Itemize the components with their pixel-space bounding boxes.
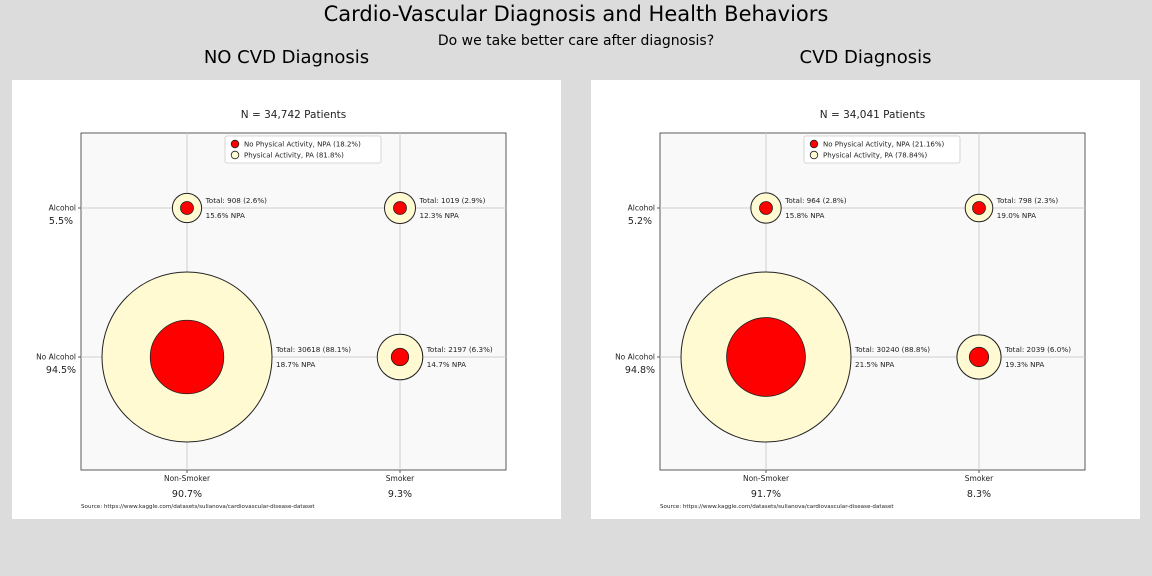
y-tick-label: Alcohol (49, 204, 76, 213)
bubble-npa (390, 347, 410, 367)
x-tick-label: Non-Smoker (743, 474, 790, 483)
chart-title: N = 34,742 Patients (241, 109, 346, 121)
chart-svg: N = 34,742 Patients No Physical Activity,… (36, 109, 507, 510)
y-share-label: 94.5% (46, 365, 76, 376)
bubble-total-label: Total: 1019 (2.9%) (419, 196, 486, 205)
y-share-label: 5.5% (49, 216, 73, 227)
bubble-total-label: Total: 798 (2.3%) (996, 196, 1059, 205)
legend: No Physical Activity, NPA (21.16%) Physic… (803, 135, 961, 164)
bubble-npa-label: 21.5% NPA (855, 360, 894, 369)
figure-subtitle: Do we take better care after diagnosis? (437, 33, 715, 49)
bubble-npa (972, 201, 986, 215)
bubble-total-label: Total: 964 (2.8%) (784, 196, 847, 205)
y-share-label: 94.8% (625, 365, 655, 376)
bubble-npa-label: 18.7% NPA (276, 360, 315, 369)
bubble-npa (393, 201, 407, 215)
x-share-label: 8.3% (967, 489, 991, 500)
chart-panel-no-cvd: N = 34,742 Patients No Physical Activity,… (12, 80, 561, 519)
panel-title-cvd: CVD Diagnosis (799, 47, 932, 68)
bubble-npa (759, 201, 773, 215)
bubble-npa-label: 15.8% NPA (785, 211, 824, 220)
legend-label: Physical Activity, PA (78.84%) (823, 152, 928, 160)
bubble-npa (968, 346, 990, 368)
legend: No Physical Activity, NPA (18.2%) Physica… (224, 135, 382, 164)
y-tick-label: Alcohol (628, 204, 655, 213)
bubble-npa (180, 201, 194, 215)
bubble-npa-label: 19.3% NPA (1005, 360, 1044, 369)
legend-label: No Physical Activity, NPA (18.2%) (244, 141, 361, 149)
bubble-npa (726, 317, 806, 397)
legend-label: Physical Activity, PA (81.8%) (244, 152, 344, 160)
y-tick-label: No Alcohol (36, 353, 76, 362)
x-tick-label: Smoker (386, 474, 415, 483)
legend-marker-npa (230, 139, 240, 149)
legend-box (803, 135, 961, 164)
bubble-npa-label: 15.6% NPA (206, 211, 245, 220)
legend-box (224, 135, 382, 164)
figure-title: Cardio-Vascular Diagnosis and Health Beh… (323, 2, 829, 26)
x-share-label: 9.3% (388, 489, 412, 500)
source-note: Source: https://www.kaggle.com/datasets/… (81, 504, 315, 510)
x-tick-label: Smoker (965, 474, 994, 483)
legend-label: No Physical Activity, NPA (21.16%) (823, 141, 945, 149)
chart-panel-cvd: N = 34,041 Patients No Physical Activity,… (591, 80, 1140, 519)
legend-marker-npa (809, 139, 819, 149)
chart-title: N = 34,041 Patients (820, 109, 925, 121)
x-share-label: 90.7% (172, 489, 202, 500)
bubble-total-label: Total: 30618 (88.1%) (275, 345, 351, 354)
panel-title-no-cvd: NO CVD Diagnosis (203, 47, 370, 68)
chart-svg: N = 34,041 Patients No Physical Activity,… (615, 109, 1086, 510)
bubble-total-label: Total: 908 (2.6%) (205, 196, 268, 205)
bubble-total-label: Total: 30240 (88.8%) (854, 345, 930, 354)
bubble-total-label: Total: 2197 (6.3%) (426, 345, 493, 354)
bubble-npa (149, 319, 225, 395)
legend-marker-pa (230, 150, 240, 160)
bubble-total-label: Total: 2039 (6.0%) (1004, 345, 1071, 354)
x-share-label: 91.7% (751, 489, 781, 500)
legend-marker-pa (809, 150, 819, 160)
bubble-npa-label: 12.3% NPA (420, 211, 459, 220)
y-share-label: 5.2% (628, 216, 652, 227)
bubble-npa-label: 14.7% NPA (427, 360, 466, 369)
source-note: Source: https://www.kaggle.com/datasets/… (660, 504, 894, 510)
bubble-npa-label: 19.0% NPA (997, 211, 1036, 220)
y-tick-label: No Alcohol (615, 353, 655, 362)
x-tick-label: Non-Smoker (164, 474, 211, 483)
